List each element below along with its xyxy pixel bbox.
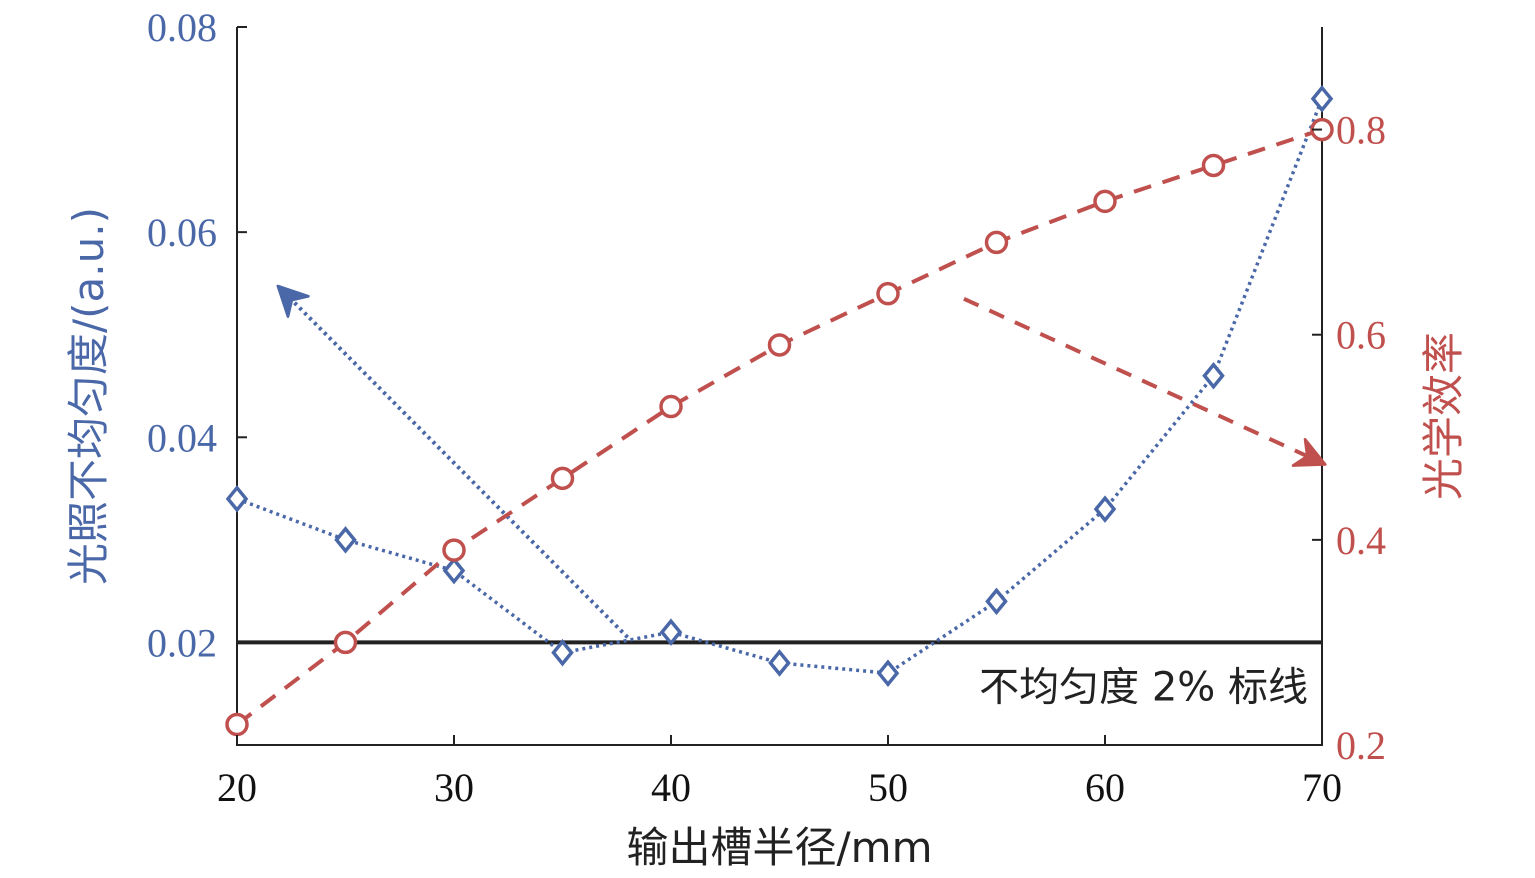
efficiency-point <box>767 333 792 357</box>
y-right-tick-label: 0.2 <box>1336 723 1386 768</box>
efficiency-point <box>659 394 683 419</box>
uniformity-point <box>442 556 466 585</box>
y-left-tick-label: 0.02 <box>147 620 217 665</box>
y-left-tick-label: 0.08 <box>147 5 217 50</box>
uniformity-point <box>551 638 574 667</box>
efficiency-point <box>1093 189 1117 214</box>
y-left-tick-label: 0.04 <box>147 415 217 460</box>
x-tick-label: 30 <box>434 765 474 810</box>
efficiency-point <box>876 281 900 306</box>
efficiency-point <box>550 466 575 491</box>
y-left-tick-label: 0.06 <box>147 210 217 255</box>
y-right-axis-title: 光学效率 <box>1419 332 1468 500</box>
efficiency-point <box>1201 153 1226 178</box>
uniformity-point <box>1310 85 1334 113</box>
efficiency-point <box>984 230 1009 255</box>
efficiency-point <box>225 712 249 737</box>
x-tick-label: 20 <box>217 765 257 810</box>
plot-frame <box>236 27 1323 746</box>
uniformity-point <box>225 485 249 513</box>
uniformity-arrow <box>276 284 630 639</box>
uniformity-point <box>334 526 357 554</box>
efficiency-series-line <box>235 127 1323 727</box>
uniformity-point <box>768 649 791 677</box>
uniformity-point <box>659 618 683 646</box>
y-left-axis-title: 光照不均匀度/(a.u.) <box>64 207 113 585</box>
x-tick-label: 40 <box>651 765 691 810</box>
x-axis-title: 输出槽半径/mm <box>627 823 933 872</box>
x-tick-label: 50 <box>868 765 908 810</box>
uniformity-series-line <box>236 98 1324 676</box>
efficiency-point <box>333 630 358 655</box>
uniformity-point <box>1093 495 1117 523</box>
y-right-tick-label: 0.8 <box>1336 108 1386 153</box>
reference-line-label: 不均匀度 2% 标线 <box>979 664 1308 710</box>
uniformity-point <box>876 659 900 687</box>
x-tick-label: 60 <box>1085 765 1125 810</box>
efficiency-arrow <box>963 296 1327 467</box>
uniformity-point <box>1202 361 1225 390</box>
y-right-tick-label: 0.6 <box>1336 313 1386 358</box>
x-tick-label: 70 <box>1302 765 1342 810</box>
uniformity-point <box>985 587 1008 616</box>
efficiency-point <box>442 538 466 562</box>
y-right-tick-label: 0.4 <box>1336 518 1386 563</box>
